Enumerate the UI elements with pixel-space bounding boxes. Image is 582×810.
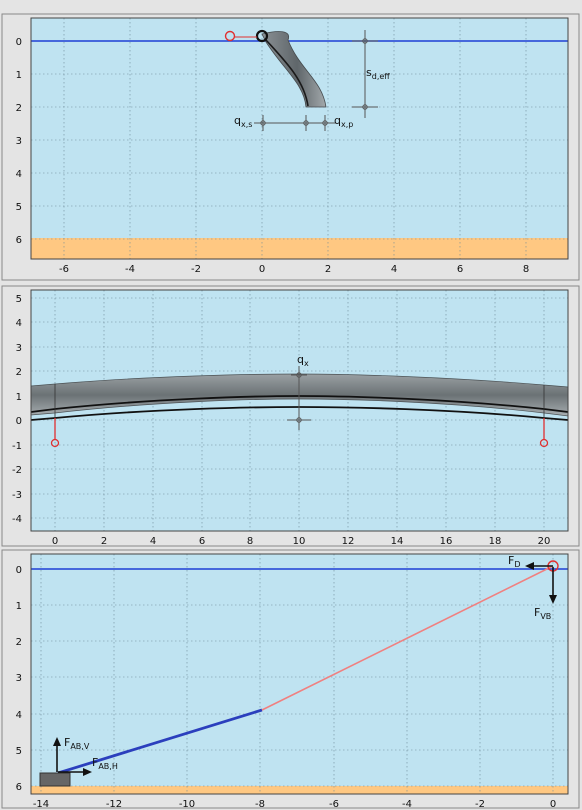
y-tick-label: 5 [16, 294, 22, 305]
F-D-label: FD [508, 554, 521, 569]
y-tick-label: 3 [16, 136, 22, 147]
hose-ring [255, 29, 269, 43]
x-tick-label: 2 [101, 536, 107, 547]
mooring-view-border [30, 553, 569, 795]
mooring-view-ticks: -14 -12 -10 -8 -6 -4 -2 0 0 1 2 3 4 5 6 [16, 565, 557, 810]
x-tick-label: 0 [550, 799, 556, 810]
y-tick-label: 5 [16, 746, 22, 757]
x-tick-label: 6 [457, 264, 463, 275]
x-tick-label: 4 [150, 536, 156, 547]
x-tick-label: 0 [259, 264, 265, 275]
q-x-label: qx [297, 353, 309, 368]
x-tick-label: 12 [342, 536, 355, 547]
F-ABV-label: FAB,V [64, 736, 90, 751]
y-tick-label: 0 [16, 37, 22, 48]
x-tick-label: 18 [489, 536, 502, 547]
y-tick-label: 0 [16, 416, 22, 427]
hose-outline [265, 39, 309, 107]
q-xp-label: qx,p [334, 114, 353, 129]
y-tick-label: 2 [16, 637, 22, 648]
y-tick-label: 2 [16, 103, 22, 114]
x-tick-label: -6 [59, 264, 69, 275]
F-ABH-label: FAB,H [92, 756, 118, 771]
x-tick-label: 8 [523, 264, 529, 275]
chain-on-seabed [57, 708, 263, 775]
y-tick-label: 0 [16, 565, 22, 576]
y-tick-label: 1 [16, 70, 22, 81]
x-tick-label: 16 [440, 536, 453, 547]
x-tick-label: 14 [391, 536, 404, 547]
side-view-seabed [31, 238, 568, 259]
force-arrows [53, 562, 557, 776]
anchor-marker-left [50, 438, 60, 448]
y-tick-label: 3 [16, 673, 22, 684]
y-tick-label: 2 [16, 367, 22, 378]
x-tick-label: -10 [179, 799, 195, 810]
y-tick-label: 6 [16, 782, 22, 793]
load-marker [287, 366, 311, 430]
y-tick-label: 4 [16, 169, 22, 180]
x-tick-label: 4 [391, 264, 397, 275]
side-view-border [30, 17, 569, 260]
plan-view-border [30, 289, 569, 532]
anchor-point-marker [224, 30, 236, 42]
y-tick-label: 1 [16, 392, 22, 403]
x-tick-label: -6 [329, 799, 339, 810]
current-load-dimension [254, 115, 336, 131]
side-view-ticks: -6 -4 -2 0 2 4 6 8 0 1 2 3 4 5 6 [16, 37, 530, 275]
y-tick-label: 4 [16, 318, 22, 329]
anchor-block [39, 772, 71, 787]
chain-lifted [261, 565, 554, 711]
x-tick-label: -14 [33, 799, 49, 810]
x-tick-label: -2 [475, 799, 485, 810]
x-tick-label: 2 [325, 264, 331, 275]
q-xs-label: qx,s [234, 114, 252, 129]
hose-body [261, 31, 327, 108]
mooring-view-panel: FAB,V FAB,H FD FVB -14 -12 -10 -8 -6 -4 -2 0 0 1 2… [1, 549, 580, 810]
side-view-panel: sd,eff qx,s qx,p -6 -4 -2 0 2 4 6 8 0 1 2 3 4 5 6 [1, 13, 580, 281]
y-tick-label: -3 [12, 490, 22, 501]
x-tick-label: -8 [255, 799, 265, 810]
x-tick-label: -4 [125, 264, 135, 275]
x-tick-label: -2 [191, 264, 201, 275]
y-tick-label: 1 [16, 601, 22, 612]
x-tick-label: -4 [402, 799, 412, 810]
y-tick-label: 4 [16, 710, 22, 721]
anchor-marker-right [539, 438, 549, 448]
F-VB-label: FVB [534, 606, 551, 621]
y-tick-label: 3 [16, 343, 22, 354]
mooring-view-water [31, 554, 568, 786]
y-tick-label: 5 [16, 202, 22, 213]
y-tick-label: -1 [12, 441, 22, 452]
y-tick-label: -4 [12, 514, 22, 525]
x-tick-label: 8 [247, 536, 253, 547]
y-tick-label: 6 [16, 235, 22, 246]
x-tick-label: 6 [199, 536, 205, 547]
y-tick-label: -2 [12, 465, 22, 476]
x-tick-label: 20 [538, 536, 551, 547]
x-tick-label: -12 [106, 799, 122, 810]
draft-label: sd,eff [366, 66, 390, 81]
draft-dimension [352, 30, 378, 118]
mooring-view-seabed [31, 786, 568, 794]
x-tick-label: 0 [52, 536, 58, 547]
x-tick-label: 10 [293, 536, 306, 547]
side-view-water [31, 18, 568, 238]
